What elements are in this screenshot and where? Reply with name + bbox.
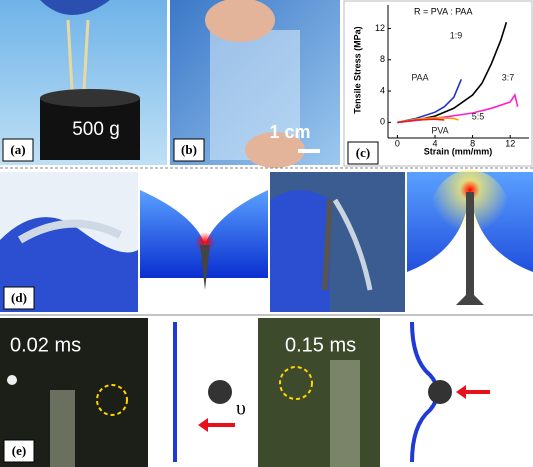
schematic <box>148 318 258 467</box>
needle <box>200 245 210 290</box>
glove <box>270 190 330 312</box>
panel-a: 500 g (a) <box>0 0 167 165</box>
series-label: 1:9 <box>450 30 463 40</box>
panel-label: (c) <box>356 145 370 160</box>
finger <box>245 132 305 168</box>
series-label: 5:5 <box>472 111 485 121</box>
arrowhead <box>198 418 208 432</box>
label-box <box>3 286 35 310</box>
panel-d: (d) <box>0 170 533 312</box>
panel-b: 1 cm (b) <box>170 0 340 168</box>
finger <box>205 0 275 42</box>
series-label: PVA <box>431 125 448 135</box>
y-tick-label: 0 <box>380 117 385 127</box>
x-tick-label: 12 <box>505 138 515 148</box>
schematic <box>380 318 533 467</box>
panel-label: (e) <box>12 443 26 458</box>
glove <box>40 0 110 15</box>
x-tick-label: 8 <box>470 138 475 148</box>
label-box <box>347 141 379 165</box>
film <box>332 198 373 291</box>
x-tick-label: 4 <box>432 138 437 148</box>
needle <box>456 192 484 305</box>
series-label: 3:7 <box>502 72 515 82</box>
scale-bar <box>298 149 320 153</box>
sheet <box>140 190 268 278</box>
time-label: 0.02 ms <box>10 334 81 356</box>
label-box <box>173 138 205 162</box>
weight-top <box>40 89 140 107</box>
scale-label: 1 cm <box>269 122 310 142</box>
contact <box>460 180 480 200</box>
panel-label: (d) <box>11 290 27 305</box>
y-tick-label: 8 <box>380 54 385 64</box>
marker <box>279 366 313 400</box>
y-tick-label: 4 <box>380 85 385 95</box>
frame-structure <box>330 360 360 467</box>
panel-e: 0.02 ms υ 0.15 ms (e) <box>0 318 533 467</box>
panel-c: R = PVA : PAA Strain (mm/mm) Tensile Str… <box>343 0 533 167</box>
arrowhead <box>456 385 466 399</box>
velocity-label: υ <box>236 398 246 420</box>
panel-label: (b) <box>181 142 197 157</box>
strip <box>66 19 90 91</box>
frame-structure <box>50 390 75 467</box>
weight-label: 500 g <box>72 119 120 140</box>
ball <box>208 380 232 404</box>
annotation: R = PVA : PAA <box>414 6 472 16</box>
curve <box>397 118 445 124</box>
highlight <box>7 375 17 385</box>
weight <box>40 98 140 160</box>
x-tick-label: 0 <box>395 138 400 148</box>
series-label: PAA <box>411 72 428 82</box>
y-axis-label: Tensile Stress (MPa) <box>352 26 362 113</box>
label-box <box>3 439 35 463</box>
frame <box>343 0 533 167</box>
panel-label: (a) <box>10 142 25 157</box>
x-axis-label: Strain (mm/mm) <box>424 146 493 156</box>
contact <box>195 232 215 252</box>
needle <box>322 199 333 291</box>
label-box <box>2 138 34 162</box>
y-tick-label: 12 <box>375 23 385 33</box>
film <box>17 219 122 244</box>
marker <box>96 384 128 416</box>
time-label: 0.15 ms <box>285 334 356 356</box>
ball <box>428 380 452 404</box>
